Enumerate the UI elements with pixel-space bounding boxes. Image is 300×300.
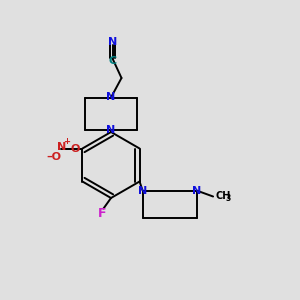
Text: N: N [106,92,116,103]
Text: O: O [70,143,80,154]
Text: –O: –O [46,152,62,163]
Text: N: N [106,125,116,136]
Text: +: + [63,137,70,146]
Text: N: N [57,142,66,152]
Text: CH: CH [215,191,231,201]
Text: N: N [138,185,147,196]
Text: 3: 3 [226,194,231,203]
Text: C: C [108,56,116,66]
Text: N: N [192,185,201,196]
Text: F: F [98,207,106,220]
Text: N: N [108,37,117,47]
